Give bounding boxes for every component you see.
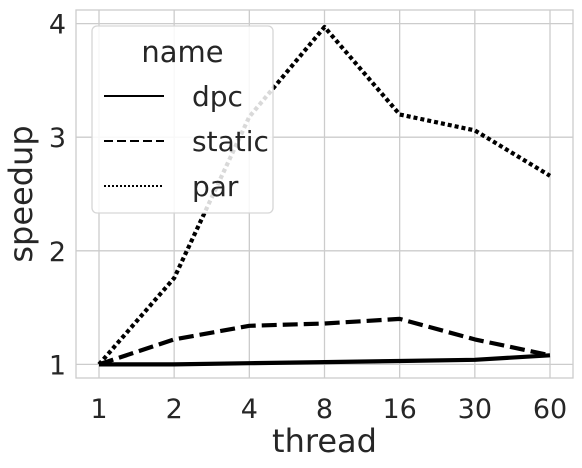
x-tick-label: 16 [382, 394, 416, 425]
series-lines [97, 24, 552, 367]
legend-label-par: par [192, 170, 239, 203]
x-tick-label: 4 [241, 394, 258, 425]
legend: name dpc static par [91, 25, 274, 214]
series-line-dpc [99, 353, 551, 367]
x-tick-label: 60 [533, 394, 567, 425]
y-axis-label: speedup [2, 125, 40, 262]
x-tick-label: 30 [458, 394, 492, 425]
legend-box [91, 25, 274, 214]
y-tick-label: 3 [49, 123, 66, 154]
legend-label-dpc: dpc [192, 80, 243, 113]
x-tick-label: 2 [166, 394, 183, 425]
legend-label-static: static [192, 125, 269, 158]
x-tick-label: 8 [316, 394, 333, 425]
plot-frame [75, 9, 574, 379]
x-tick-labels: 1 2 4 8 16 30 60 [90, 394, 567, 425]
x-axis-label: thread [272, 422, 377, 460]
y-tick-label: 4 [49, 10, 66, 41]
y-tick-label: 2 [49, 237, 66, 268]
legend-items: dpc static par [104, 80, 269, 203]
y-tick-labels: 1 2 3 4 [49, 10, 66, 382]
series-line-par [97, 24, 552, 366]
x-tick-label: 1 [90, 394, 107, 425]
y-tick-label: 1 [49, 350, 66, 381]
legend-title: name [141, 35, 223, 69]
series-line-static [98, 316, 551, 367]
